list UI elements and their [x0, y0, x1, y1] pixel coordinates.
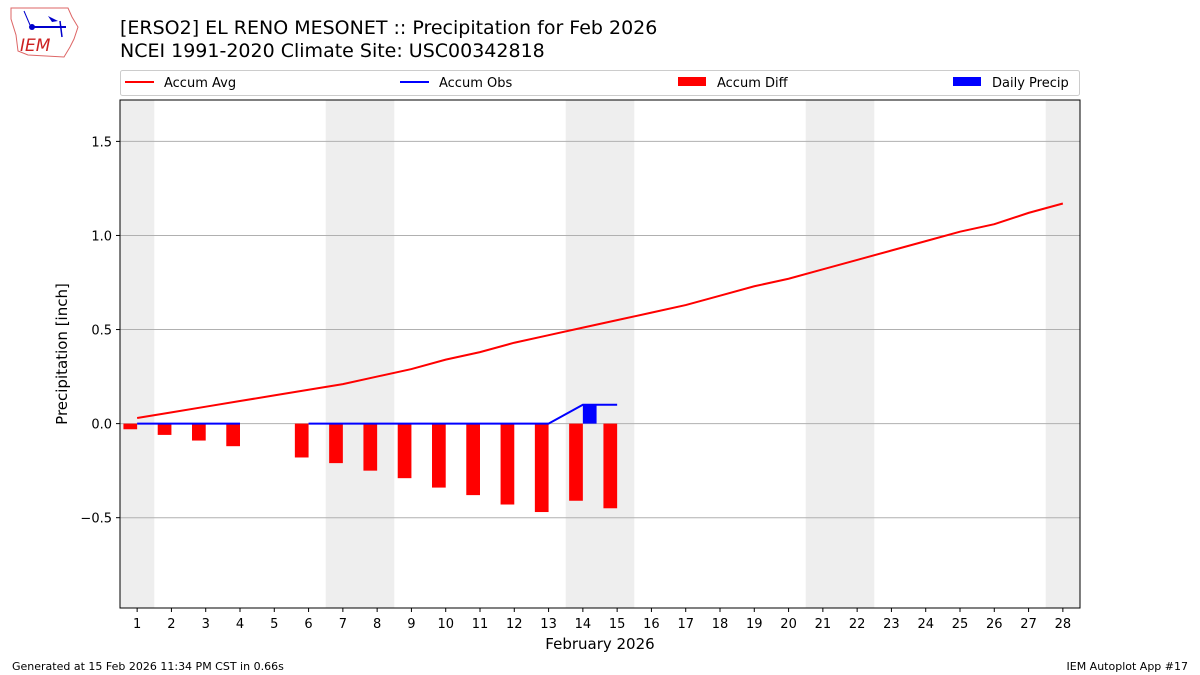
- x-tick-label: 11: [472, 617, 489, 632]
- accum-diff-bar: [363, 423, 378, 471]
- x-tick-label: 8: [373, 617, 381, 632]
- x-tick-label: 12: [506, 617, 523, 632]
- accum-diff-bar: [226, 423, 240, 447]
- weekend-shade: [805, 100, 875, 608]
- y-tick-label: −0.5: [80, 512, 112, 527]
- x-tick-label: 24: [917, 617, 934, 632]
- legend-label: Daily Precip: [992, 76, 1069, 91]
- x-tick-label: 17: [677, 617, 694, 632]
- svg-text:IEM: IEM: [20, 36, 51, 56]
- chart-subtitle: NCEI 1991-2020 Climate Site: USC00342818: [120, 40, 545, 62]
- footer-app: IEM Autoplot App #17: [1066, 660, 1189, 673]
- legend-label: Accum Diff: [717, 76, 789, 91]
- accum-diff-bar: [432, 423, 446, 488]
- x-tick-label: 25: [952, 617, 969, 632]
- legend-label: Accum Obs: [439, 76, 512, 91]
- accum-avg-line: [136, 202, 1064, 419]
- x-tick-label: 21: [815, 617, 832, 632]
- accum-diff-bar: [157, 423, 172, 435]
- chart-title: [ERSO2] EL RENO MESONET :: Precipitation…: [120, 17, 658, 39]
- legend-swatch: [678, 77, 706, 86]
- x-tick-label: 27: [1020, 617, 1037, 632]
- x-tick-label: 14: [575, 617, 592, 632]
- x-tick-label: 10: [437, 617, 454, 632]
- weekend-shade: [325, 100, 395, 608]
- x-tick-label: 28: [1055, 617, 1072, 632]
- accum-diff-bar: [534, 423, 549, 513]
- accum-diff-bar: [466, 423, 480, 496]
- accum-diff-bar: [329, 423, 343, 464]
- x-tick-label: 22: [849, 617, 866, 632]
- x-tick-label: 15: [609, 617, 626, 632]
- x-tick-label: 9: [407, 617, 415, 632]
- x-tick-label: 16: [643, 617, 660, 632]
- x-tick-label: 18: [712, 617, 729, 632]
- x-tick-label: 23: [883, 617, 900, 632]
- x-tick-label: 13: [540, 617, 557, 632]
- y-tick-label: 0.5: [91, 324, 112, 339]
- legend-label: Accum Avg: [164, 76, 236, 91]
- accum-diff-bar: [603, 423, 618, 509]
- legend: Accum Avg Accum Obs Accum Diff Daily Precip: [120, 70, 1080, 96]
- plot-frame: [119, 99, 1081, 609]
- x-tick-label: 6: [304, 617, 312, 632]
- accum-diff-bar: [500, 423, 515, 505]
- x-tick-label: 3: [202, 617, 210, 632]
- x-tick-label: 5: [270, 617, 278, 632]
- x-tick-label: 2: [167, 617, 175, 632]
- accum-diff-bar: [294, 423, 309, 458]
- y-tick-label: 1.5: [91, 135, 112, 150]
- footer-generated: Generated at 15 Feb 2026 11:34 PM CST in…: [12, 660, 284, 673]
- x-tick-label: 4: [236, 617, 244, 632]
- accum-obs-line: [308, 403, 618, 425]
- x-tick-label: 26: [986, 617, 1003, 632]
- accum-diff-bar: [569, 423, 583, 501]
- accum-diff-bar: [123, 423, 138, 430]
- accum-diff-bar: [192, 423, 206, 441]
- weekend-shade: [565, 100, 635, 608]
- x-tick-label: 20: [780, 617, 797, 632]
- y-axis-label: Precipitation [inch]: [53, 283, 71, 425]
- accum-diff-bar: [397, 423, 412, 479]
- legend-swatch: [953, 77, 981, 86]
- x-tick-label: 19: [746, 617, 763, 632]
- x-tick-label: 7: [339, 617, 347, 632]
- weekend-shade: [1045, 100, 1080, 608]
- x-axis-label: February 2026: [545, 635, 654, 653]
- daily-precip-bar: [582, 404, 597, 424]
- iem-logo: IEM: [10, 7, 79, 58]
- x-tick-label: 1: [133, 617, 141, 632]
- y-tick-label: 0.0: [91, 418, 112, 433]
- weekend-shade: [120, 100, 155, 608]
- y-tick-label: 1.0: [91, 229, 112, 244]
